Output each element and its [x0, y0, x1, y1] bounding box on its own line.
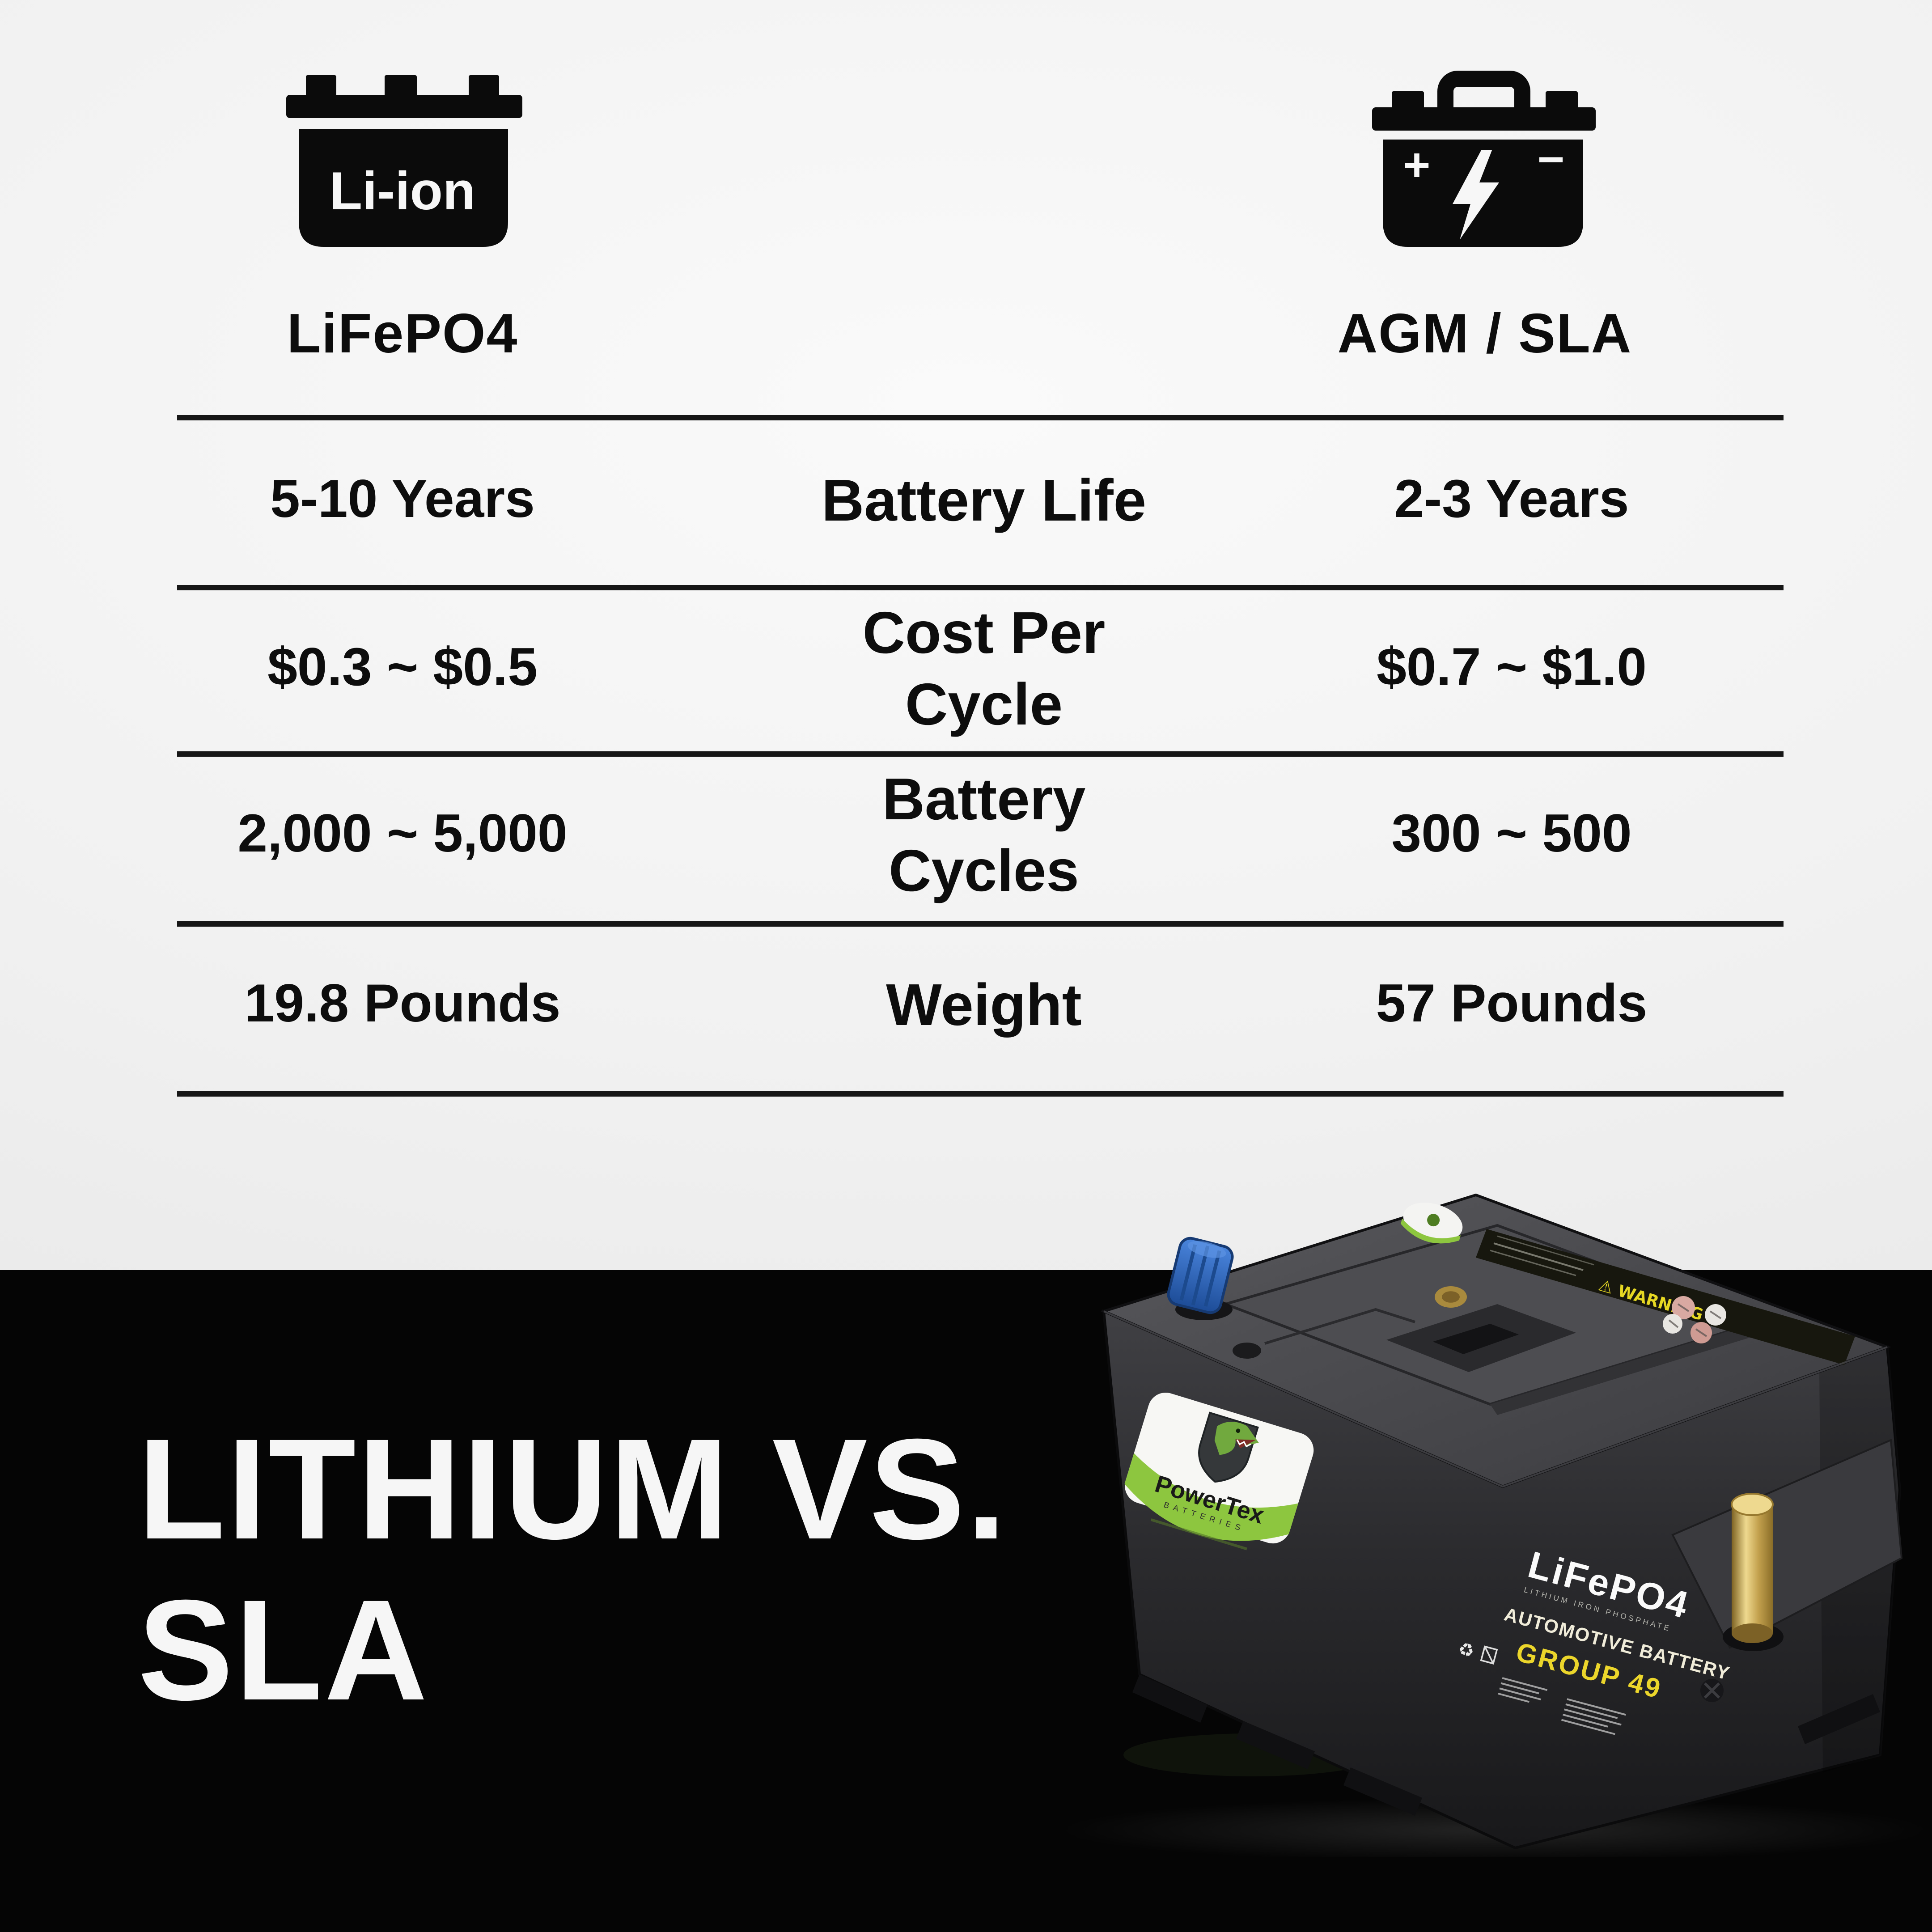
value-lifepo4: 2,000 ~ 5,000	[237, 805, 568, 864]
case-edge-highlight	[1103, 1310, 1888, 1488]
brass-terminal	[1671, 1439, 1903, 1702]
column-label-lifepo4: LiFePO4	[287, 302, 518, 365]
vent-port	[1233, 1343, 1261, 1359]
case-feet	[1132, 1674, 1880, 1816]
battery-terminal-tab	[469, 75, 499, 97]
trex-shield-logo	[1198, 1411, 1259, 1483]
li-ion-battery-icon: Li-ion	[286, 75, 522, 247]
attribute-label: Battery Cycles	[882, 766, 1086, 903]
label-green-swoosh	[1124, 1453, 1298, 1541]
li-ion-icon-text: Li-ion	[330, 161, 476, 221]
handle-hole	[1433, 1324, 1519, 1354]
value-lifepo4: 19.8 Pounds	[244, 975, 561, 1034]
attribute-label: Weight	[886, 971, 1082, 1038]
battery-product-photo: ⚠ WARNING	[1061, 1193, 1927, 1857]
value-agm: $0.7 ~ $1.0	[1377, 639, 1647, 698]
column-label-agm-sla: AGM / SLA	[1337, 302, 1632, 365]
value-lifepo4: $0.3 ~ $0.5	[267, 639, 538, 698]
title-line-1: LITHIUM VS.	[138, 1410, 1008, 1569]
agm-battery-icon: + −	[1372, 71, 1596, 247]
battery-body	[299, 129, 508, 247]
value-agm: 300 ~ 500	[1391, 805, 1632, 864]
attribute-label: Battery Life	[821, 467, 1147, 533]
battery-terminal-tab	[385, 75, 417, 97]
divider-line	[177, 585, 1784, 589]
battery-lid	[1221, 1224, 1766, 1415]
fine-print-lines	[1498, 1677, 1626, 1735]
value-lifepo4: 5-10 Years	[270, 470, 535, 530]
value-agm: 2-3 Years	[1394, 470, 1629, 530]
divider-line	[177, 1091, 1784, 1096]
attribute-label: Cost Per Cycle	[862, 599, 1106, 737]
screw	[1700, 1679, 1724, 1702]
divider-line	[177, 751, 1784, 756]
certification-icons	[1663, 1296, 1726, 1343]
battery-terminal-tab	[306, 75, 336, 97]
blue-cap	[1167, 1237, 1234, 1320]
top-brand-sticker	[1401, 1203, 1463, 1244]
brand-label: PowerTex BATTERIES	[1124, 1392, 1314, 1551]
divider-line	[177, 921, 1784, 926]
minus-terminal-mark: −	[1538, 134, 1565, 186]
battery-top-bar	[286, 95, 522, 118]
value-agm: 57 Pounds	[1376, 975, 1648, 1034]
divider-line	[177, 415, 1784, 419]
battery-top-bar	[1372, 107, 1596, 131]
crossed-bin-icon	[1480, 1645, 1498, 1665]
lightning-bolt-icon	[1453, 150, 1499, 240]
page-title: LITHIUM VS. SLA	[138, 1410, 1008, 1732]
plus-terminal-mark: +	[1403, 139, 1431, 191]
title-line-2: SLA	[138, 1571, 429, 1730]
